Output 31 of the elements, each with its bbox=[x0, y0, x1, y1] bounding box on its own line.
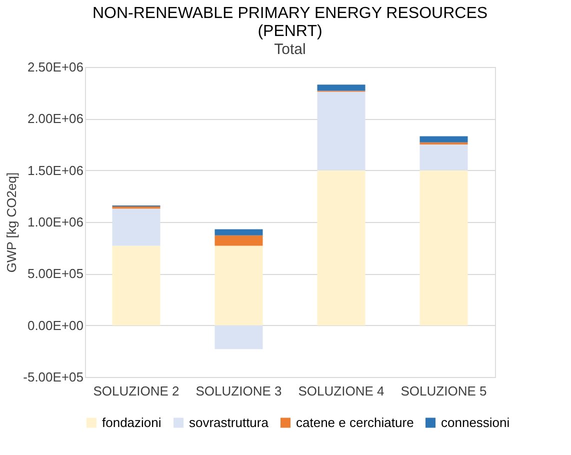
bar bbox=[317, 170, 366, 326]
legend-label: sovrastruttura bbox=[189, 414, 270, 430]
text: (PENRT) bbox=[258, 23, 322, 40]
y-tick-label: 2.00E+06 bbox=[27, 111, 84, 126]
bar bbox=[112, 208, 160, 246]
bar bbox=[317, 84, 366, 91]
x-tick-label: SOLUZIONE 2 bbox=[93, 384, 180, 398]
y-axis-title: GWP [kg CO2eq] bbox=[4, 172, 20, 273]
bar bbox=[214, 246, 263, 326]
y-tick-label: 1.50E+06 bbox=[27, 162, 84, 178]
legend-label: fondazioni bbox=[102, 414, 162, 430]
y-tick-label: 2.50E+06 bbox=[27, 60, 84, 74]
y-tick-label: 5.00E+05 bbox=[27, 266, 84, 282]
chart-subtitle: Total bbox=[274, 41, 306, 58]
bar bbox=[214, 235, 263, 246]
bar bbox=[420, 144, 468, 170]
x-tick-label: SOLUZIONE 4 bbox=[298, 384, 384, 398]
bar bbox=[420, 136, 468, 142]
bar bbox=[214, 325, 263, 350]
bar bbox=[214, 229, 263, 236]
bar bbox=[420, 170, 468, 326]
text: NON-RENEWABLE PRIMARY ENERGY RESOURCES bbox=[92, 5, 488, 22]
x-tick-label: SOLUZIONE 3 bbox=[196, 384, 282, 398]
bar bbox=[112, 246, 160, 326]
bar bbox=[317, 92, 366, 170]
legend-label: connessioni bbox=[441, 414, 510, 430]
y-tick-label: 0.00E+00 bbox=[27, 318, 84, 333]
x-tick-label: SOLUZIONE 5 bbox=[400, 384, 487, 398]
legend-label: catene e cerchiature bbox=[296, 414, 414, 430]
y-tick-label: 1.00E+06 bbox=[27, 214, 84, 230]
y-tick-label: -5.00E+05 bbox=[23, 370, 84, 384]
